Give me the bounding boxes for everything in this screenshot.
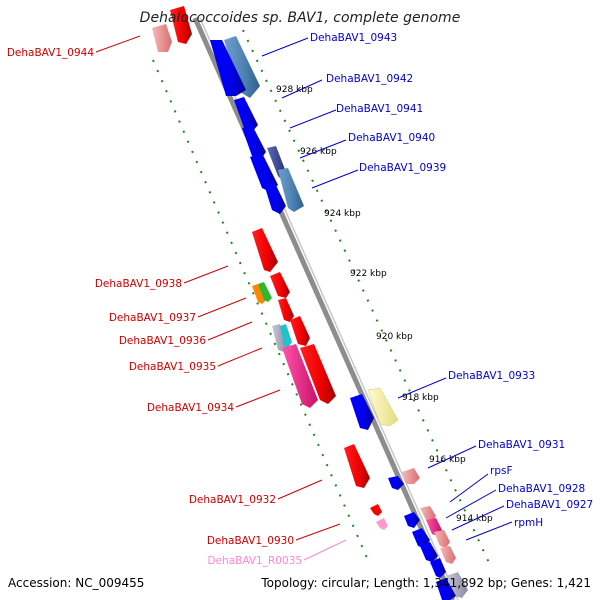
leader-R0035	[303, 539, 347, 561]
leader-0934	[235, 389, 281, 408]
gene-extra-block[interactable]	[440, 546, 456, 564]
kbp-label-926: 926 kbp	[300, 147, 337, 157]
leader-0927	[451, 505, 505, 531]
leader-0931	[427, 445, 477, 469]
accession-text: Accession: NC_009455	[8, 576, 144, 590]
gene-0938-arrow[interactable]	[252, 228, 278, 272]
leader-0939	[311, 169, 359, 189]
leader-0943	[261, 37, 309, 57]
gene-0931-block[interactable]	[402, 468, 420, 484]
kbp-label-928: 928 kbp	[276, 85, 313, 95]
leader-0932	[277, 479, 323, 500]
label-0941[interactable]: DehaBAV1_0941	[336, 103, 423, 115]
gene-0933-arrow[interactable]	[350, 394, 374, 430]
gene-extra-arrow[interactable]	[430, 558, 446, 578]
label-0937[interactable]: DehaBAV1_0937	[109, 312, 196, 324]
gene-0937-green[interactable]	[258, 282, 272, 302]
label-0942[interactable]: DehaBAV1_0942	[326, 73, 413, 85]
gene-rpsF-arrow[interactable]	[404, 512, 420, 528]
gene-0930-arrow[interactable]	[370, 504, 382, 516]
label-R0035[interactable]: DehaBAV1_R0035	[208, 555, 302, 567]
leader-0940	[299, 139, 347, 159]
gene-0937-red[interactable]	[270, 272, 290, 298]
gene-0928-block[interactable]	[420, 506, 436, 522]
label-0939[interactable]: DehaBAV1_0939	[359, 162, 446, 174]
kbp-label-918: 918 kbp	[402, 393, 439, 403]
gene-0944-block[interactable]	[152, 24, 172, 52]
label-0934[interactable]: DehaBAV1_0934	[147, 402, 235, 414]
gene-0931-arrow[interactable]	[388, 476, 404, 490]
kbp-label-924: 924 kbp	[324, 209, 361, 219]
leader-rpsF	[449, 473, 489, 503]
leader-0942	[281, 79, 323, 99]
leader-0936	[207, 321, 253, 341]
kbp-label-914: 914 kbp	[456, 514, 493, 524]
leader-0930	[295, 523, 341, 541]
label-0927[interactable]: DehaBAV1_0927	[506, 499, 593, 511]
gene-0934-magenta[interactable]	[282, 344, 318, 408]
gene-0935-red[interactable]	[290, 316, 310, 346]
leader-0938	[183, 265, 229, 284]
label-rpsF[interactable]: rpsF	[490, 465, 513, 477]
leader-0935	[217, 347, 263, 367]
gene-R0035-arrow[interactable]	[376, 518, 388, 530]
topology-text: Topology: circular; Length: 1,341,892 bp…	[260, 576, 591, 590]
gene-0943-arrow[interactable]	[224, 36, 260, 98]
gene-0934-red[interactable]	[300, 344, 336, 404]
leader-0941	[289, 109, 337, 129]
label-0932[interactable]: DehaBAV1_0932	[189, 494, 276, 506]
label-0938[interactable]: DehaBAV1_0938	[95, 278, 182, 290]
kbp-label-922: 922 kbp	[350, 269, 387, 279]
label-0931[interactable]: DehaBAV1_0931	[478, 439, 565, 451]
leader-0928	[445, 489, 497, 519]
gene-0933-block[interactable]	[367, 387, 399, 427]
label-0943[interactable]: DehaBAV1_0943	[310, 32, 397, 44]
gene-0944-arrow[interactable]	[170, 6, 192, 44]
gene-0927-block[interactable]	[434, 530, 450, 548]
leader-0944	[95, 35, 141, 53]
label-0930[interactable]: DehaBAV1_0930	[207, 535, 294, 547]
label-0935[interactable]: DehaBAV1_0935	[129, 361, 216, 373]
label-0940[interactable]: DehaBAV1_0940	[348, 132, 435, 144]
gene-0940-arrow[interactable]	[242, 125, 266, 160]
gene-0932-arrow[interactable]	[344, 444, 370, 488]
gene-0937-orange[interactable]	[252, 284, 266, 304]
genome-backbone	[192, 16, 456, 600]
leader-rpmH	[465, 521, 513, 541]
gene-0941-arrow[interactable]	[234, 97, 258, 132]
gene-0927-arrow[interactable]	[412, 528, 430, 548]
label-0944[interactable]: DehaBAV1_0944	[7, 47, 95, 59]
gene-bottom-blue[interactable]	[436, 578, 456, 600]
gene-rpmH-arrow[interactable]	[420, 542, 438, 562]
leader-0937	[197, 297, 247, 318]
gene-0938b-arrow[interactable]	[264, 181, 286, 214]
gene-0936-red[interactable]	[278, 298, 294, 322]
gene-0935-teal[interactable]	[280, 324, 292, 348]
gene-0939-block[interactable]	[278, 168, 304, 212]
label-0936[interactable]: DehaBAV1_0936	[119, 335, 207, 347]
label-0933[interactable]: DehaBAV1_0933	[448, 370, 535, 382]
label-0928[interactable]: DehaBAV1_0928	[498, 483, 585, 495]
leader-0933	[397, 377, 447, 399]
map-title: Dehalococcoides sp. BAV1, complete genom…	[140, 10, 461, 26]
label-rpmH[interactable]: rpmH	[514, 517, 543, 529]
gene-bottom-grey[interactable]	[446, 572, 468, 598]
gene-0943-block[interactable]	[210, 40, 246, 96]
kbp-label-920: 920 kbp	[376, 332, 413, 342]
kbp-label-916: 916 kbp	[429, 455, 466, 465]
